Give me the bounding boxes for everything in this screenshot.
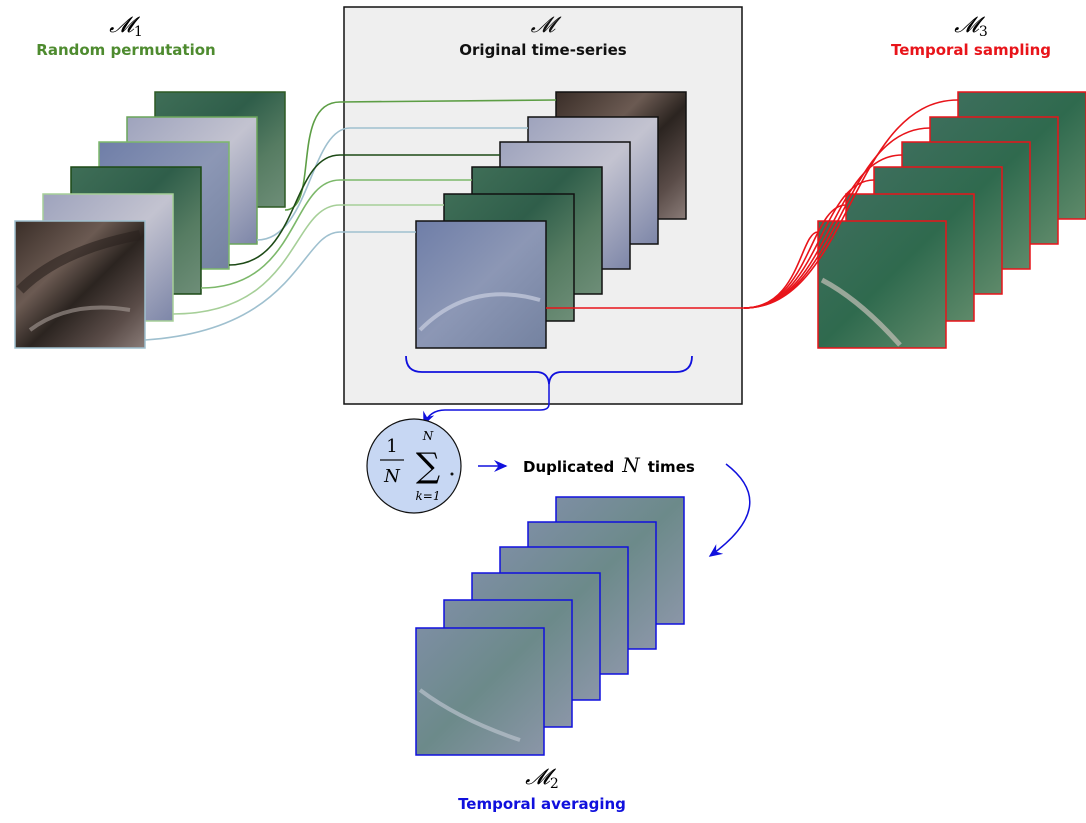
duplicated-suffix: times	[648, 458, 695, 476]
m3-sampling-lines	[546, 99, 959, 309]
m3-symbol: 𝓜3	[954, 13, 988, 40]
m3-label: Temporal sampling	[891, 41, 1051, 59]
formula-denominator: N	[383, 466, 401, 487]
m2-symbol: 𝓜2	[525, 765, 559, 792]
m-tile-1	[415, 220, 547, 349]
m3-stack	[817, 91, 1086, 349]
formula-sum-sign: ∑	[416, 446, 440, 486]
m1-subscript: 1	[134, 24, 143, 40]
m2-subscript: 2	[550, 776, 559, 792]
m1-label: Random permutation	[36, 41, 215, 59]
formula-sum-upper: N	[422, 429, 434, 443]
duplicated-to-m2-arrow-icon	[708, 463, 751, 557]
m1-permutation-lines	[144, 99, 557, 341]
sum-circle	[366, 418, 462, 514]
duplicated-prefix: Duplicated	[523, 458, 614, 476]
duplicated-var: N	[621, 453, 641, 477]
formula-numerator: 1	[386, 436, 397, 457]
brace-to-sum-arrow-icon	[423, 384, 550, 426]
m-label: Original time-series	[459, 41, 626, 59]
m1-symbol: 𝓜1	[109, 13, 143, 40]
formula-dot	[450, 472, 454, 476]
m1-stack	[14, 91, 286, 349]
m2-stack	[415, 496, 685, 756]
m3-subscript: 3	[979, 24, 988, 40]
formula-sum-lower: k=1	[416, 489, 441, 503]
m2-tile-1	[415, 627, 545, 756]
m-stack	[415, 91, 687, 349]
m2-label: Temporal averaging	[458, 795, 626, 813]
